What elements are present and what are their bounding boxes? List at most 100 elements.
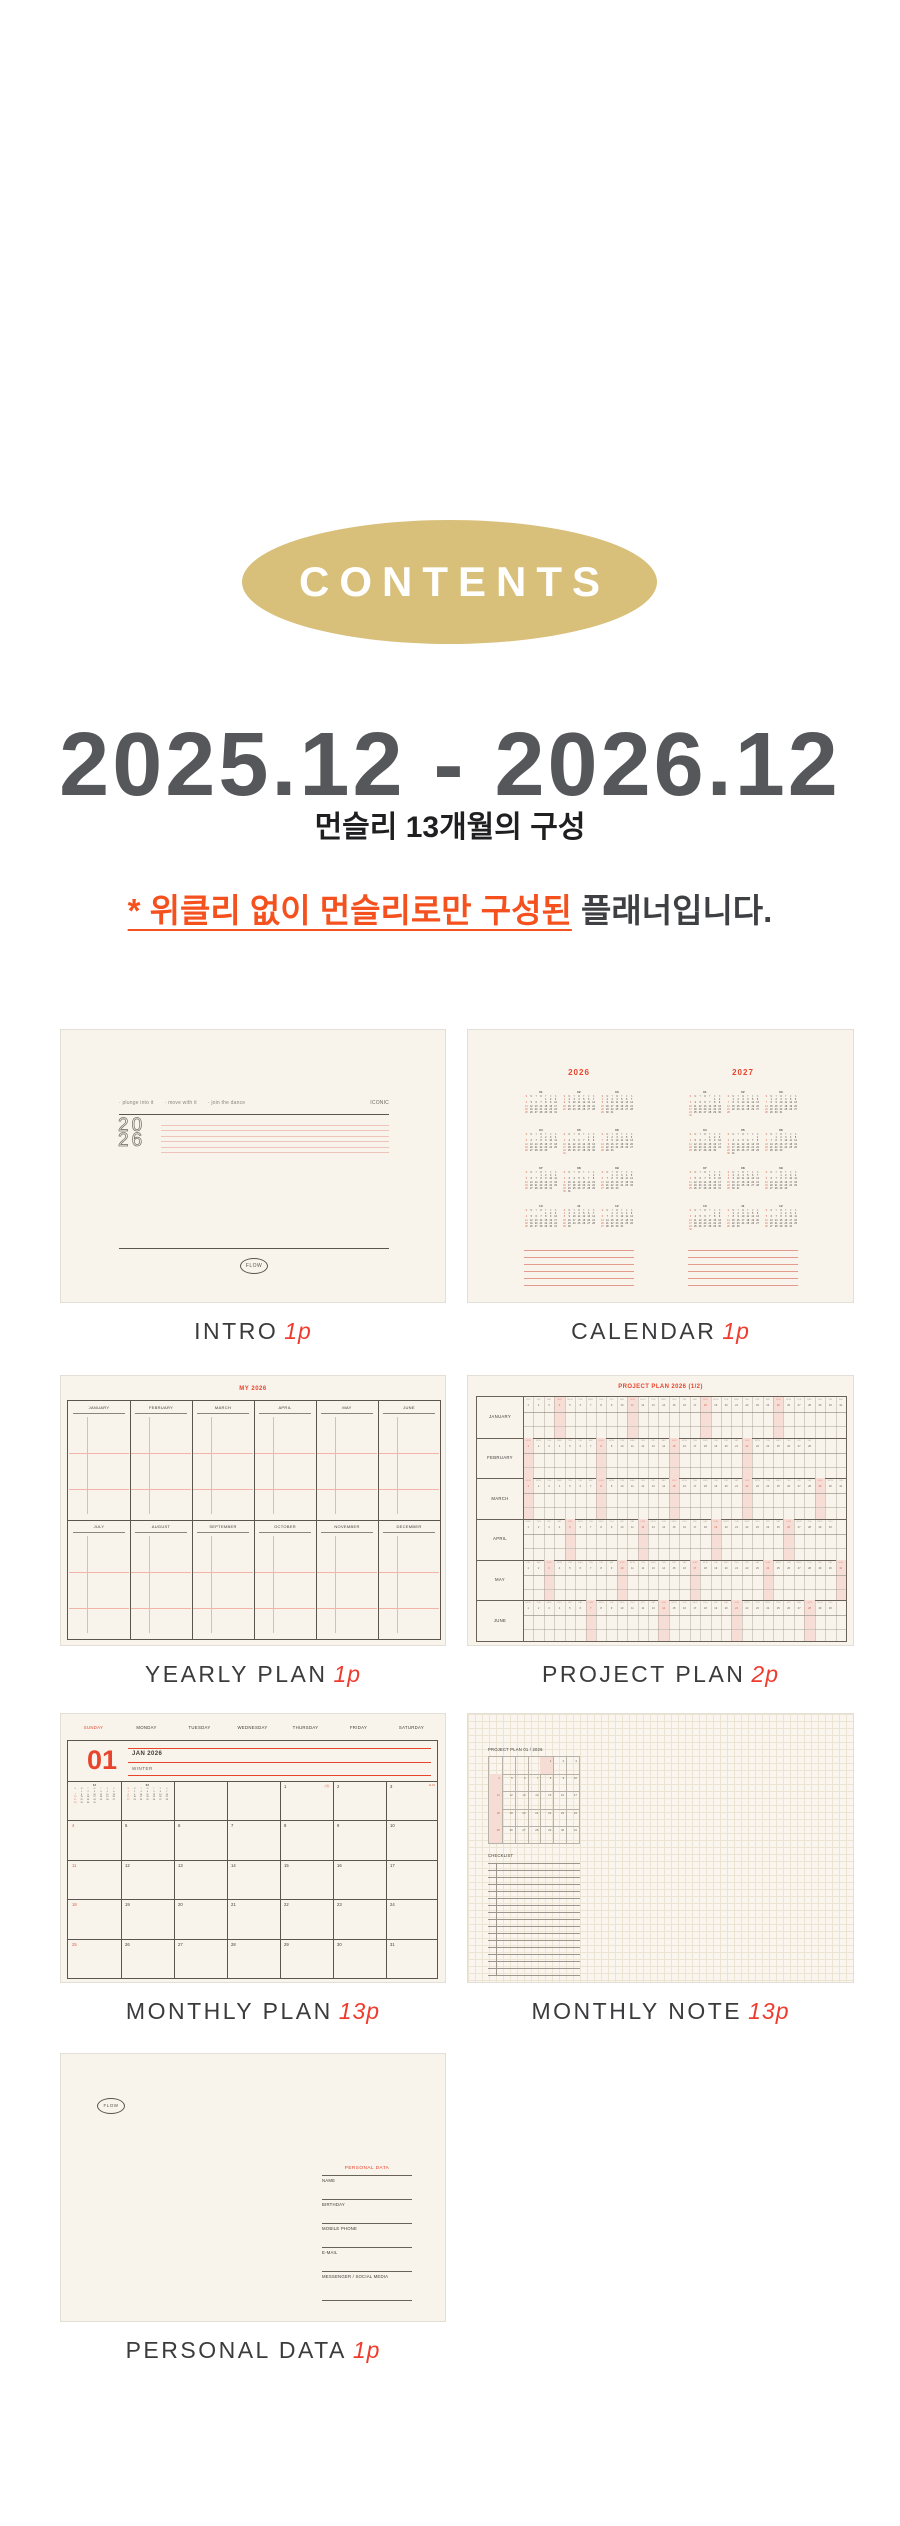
rule-line [523, 1426, 846, 1427]
rule-line [566, 1825, 579, 1827]
yearly-table: JANUARY FEBRUARY MARCH APRIL MAY JUNE JULY AUGU… [67, 1400, 441, 1640]
form-field-label: MOBILE PHONE [322, 2226, 358, 2231]
rule-line [553, 1808, 567, 1810]
yearly-month-label: JANUARY [88, 1405, 110, 1410]
rule-line [501, 1757, 503, 1775]
mini-calendar: 08 S M T W T F S 1 2 3 4 5 6 7 8 9 10 11 12 13 14 15 16 17 18 19 20… [727, 1166, 759, 1191]
yearly-pink-hline [379, 1489, 439, 1490]
project-month-label: FEBRUARY [487, 1455, 513, 1460]
rule-line [553, 1808, 555, 1826]
rule-line [804, 1397, 806, 1641]
rule-line [553, 1774, 567, 1776]
calendar-note-line [688, 1250, 798, 1251]
caption-pages: 1p [722, 1318, 750, 1344]
caption-pages: 2p [751, 1661, 779, 1687]
weekend-stripe [595, 1478, 607, 1519]
checklist-line [488, 1961, 580, 1962]
caption-pages: 1p [284, 1318, 312, 1344]
caption-label: INTRO [194, 1318, 279, 1344]
rule-line [280, 1781, 281, 1978]
yearly-pink-hline [193, 1572, 253, 1573]
rule-line [814, 1397, 816, 1641]
intro-writing-line [161, 1152, 389, 1153]
mini-calendar-month-label: 07 [703, 1166, 707, 1170]
mini-calendar-month-label: 08 [741, 1166, 745, 1170]
mini-calendar-month-label: 10 [539, 1204, 543, 1208]
yearly-month-label: JULY [93, 1524, 105, 1529]
checklist-line [488, 1919, 580, 1920]
caption-label: PERSONAL DATA [125, 2337, 347, 2363]
rule-line [710, 1397, 712, 1641]
calendar-caption: CALENDAR 1p [467, 1318, 854, 1345]
rule-line [540, 1774, 542, 1792]
rule-line [553, 1774, 555, 1792]
rule-line [523, 1534, 846, 1535]
checklist-line [488, 1954, 580, 1955]
rule-line [585, 1397, 587, 1641]
date-number: 23 [337, 1902, 342, 1908]
rule-line [527, 1757, 529, 1775]
mini-calendar-month-label: 03 [615, 1090, 619, 1094]
calendar-note-line [688, 1271, 798, 1272]
yearly-month-label: APRIL [278, 1405, 292, 1410]
weekend-stripe [627, 1397, 638, 1438]
season-label: WINTER [132, 1766, 153, 1771]
date-number: 20 [178, 1902, 183, 1908]
mini-calendar: 01 S M T W T F S 1 2 3 4 5 6 7 8 9 10 11 12 13 14 15 16 17 18 19 20… [689, 1090, 721, 1118]
caption-label: MONTHLY PLAN [125, 1998, 333, 2024]
date-number: 4 [72, 1823, 75, 1829]
checklist-label: CHECKLIST [488, 1853, 514, 1858]
rule-line [566, 1757, 568, 1775]
rule-line [527, 1774, 529, 1792]
mini-calendar: 11 S M T W T F S 1 2 3 4 5 6 7 8 9 10 11 12 13 14 15 16 17 18 19 20… [727, 1204, 759, 1229]
yearly-plan-page-preview: MY 2026 JANUARY FEBRUARY MARCH APRIL MAY JUNE J… [60, 1375, 446, 1646]
form-line [322, 2175, 412, 2176]
rule-line [553, 1791, 567, 1793]
weekend-stripe [814, 1478, 826, 1519]
date-annotation: 11.15 [428, 1784, 435, 1787]
rule-line [773, 1397, 775, 1641]
rule-line [658, 1397, 660, 1641]
date-number: 24 [390, 1902, 395, 1908]
project-plan-caption: PROJECT PLAN 2p [467, 1661, 854, 1688]
rule-line [383, 1532, 435, 1533]
thumbnail-card-intro: · plunge into it · move with it · join the… [60, 1029, 446, 1345]
flow-stamp: FLOW [240, 1258, 268, 1274]
intro-top-rule [119, 1114, 389, 1115]
yearly-month-label: JUNE [403, 1405, 415, 1410]
yearly-pink-vline [272, 1417, 274, 1514]
yearly-month-label: MARCH [214, 1405, 232, 1410]
date-number: 1 [284, 1784, 287, 1789]
rule-line [68, 1520, 440, 1521]
mini-calendar-month-label: 04 [703, 1128, 707, 1132]
rule-line [720, 1397, 722, 1641]
caption-label: MONTHLY NOTE [531, 1998, 743, 2024]
calendar-note-line [524, 1264, 634, 1265]
date-number: 13 [178, 1862, 183, 1868]
caption-label: PROJECT PLAN [542, 1661, 746, 1687]
weekend-stripe [523, 1478, 534, 1519]
checklist-line [488, 1863, 580, 1864]
intro-header-row: · plunge into it · move with it · join the… [119, 1100, 389, 1106]
personal-data-caption: PERSONAL DATA 1p [60, 2337, 446, 2364]
mini-calendar-month-label: 09 [615, 1166, 619, 1170]
rule-line [501, 1791, 515, 1793]
note-header: PROJECT PLAN 01 / 2026 [488, 1747, 543, 1752]
date-number: 3 [390, 1784, 393, 1789]
date-number: 16 [337, 1862, 342, 1868]
mini-calendar-month-label: 02 [145, 1784, 150, 1787]
weekend-stripe [689, 1559, 701, 1601]
rule-line [540, 1791, 554, 1793]
date-number: 9 [337, 1823, 340, 1829]
rule-line [793, 1397, 795, 1641]
rule-line [514, 1774, 516, 1792]
weekend-stripe [595, 1437, 607, 1479]
rule-line [523, 1615, 846, 1617]
form-field-label: E-MAIL [322, 2250, 338, 2255]
yearly-pink-hline [255, 1608, 315, 1609]
form-line [322, 2300, 412, 2301]
rule-line [553, 1791, 555, 1809]
rule-line [514, 1808, 528, 1810]
weekend-stripe [804, 1600, 815, 1641]
